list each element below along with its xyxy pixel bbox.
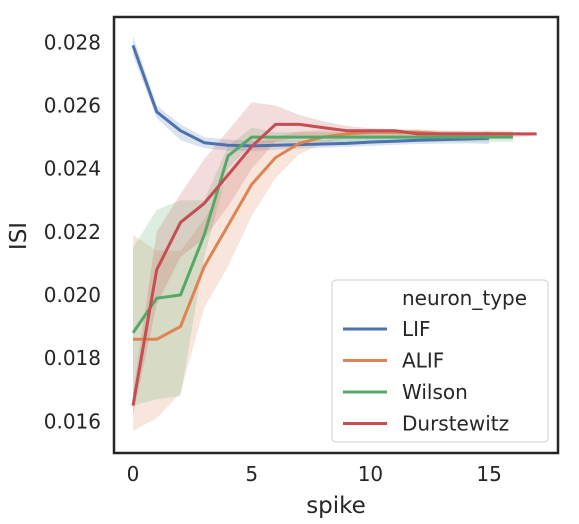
y-tick-label: 0.020 — [44, 283, 101, 307]
wilson-line — [131, 135, 513, 334]
legend-box — [331, 279, 549, 443]
x-tick-label: 10 — [358, 462, 383, 486]
lif-legend-label: LIF — [402, 317, 431, 341]
durstewitz-ci-band — [133, 102, 537, 416]
x-tick-label: 15 — [476, 462, 501, 486]
x-tick-label: 0 — [127, 462, 140, 486]
wilson-legend-label: Wilson — [402, 380, 468, 404]
x-axis-label: spike — [306, 493, 366, 519]
x-axis-ticks: 0 5 10 15 — [127, 462, 502, 486]
durstewitz-line — [131, 122, 537, 406]
x-tick-label: 5 — [245, 462, 258, 486]
y-axis-ticks: 0.016 0.018 0.020 0.022 0.024 0.026 0.028 — [44, 30, 101, 433]
y-tick-label: 0.016 — [44, 409, 101, 433]
y-tick-label: 0.028 — [44, 30, 101, 54]
alif-ci-band — [133, 129, 513, 431]
series-lines — [131, 44, 537, 406]
y-axis-label: ISI — [6, 222, 32, 250]
plot-frame — [112, 15, 560, 455]
durstewitz-legend-label: Durstewitz — [402, 412, 509, 436]
legend: neuron_type LIF ALIF Wilson Durstewitz — [331, 279, 549, 443]
y-tick-label: 0.018 — [44, 346, 101, 370]
lif-line — [131, 44, 490, 148]
y-tick-label: 0.022 — [44, 220, 101, 244]
y-tick-label: 0.026 — [44, 93, 101, 117]
legend-title: neuron_type — [402, 286, 527, 310]
wilson-ci-band — [133, 127, 513, 406]
alif-legend-label: ALIF — [402, 349, 444, 373]
y-tick-label: 0.024 — [44, 157, 101, 181]
legend-items: LIF ALIF Wilson Durstewitz — [343, 317, 509, 436]
